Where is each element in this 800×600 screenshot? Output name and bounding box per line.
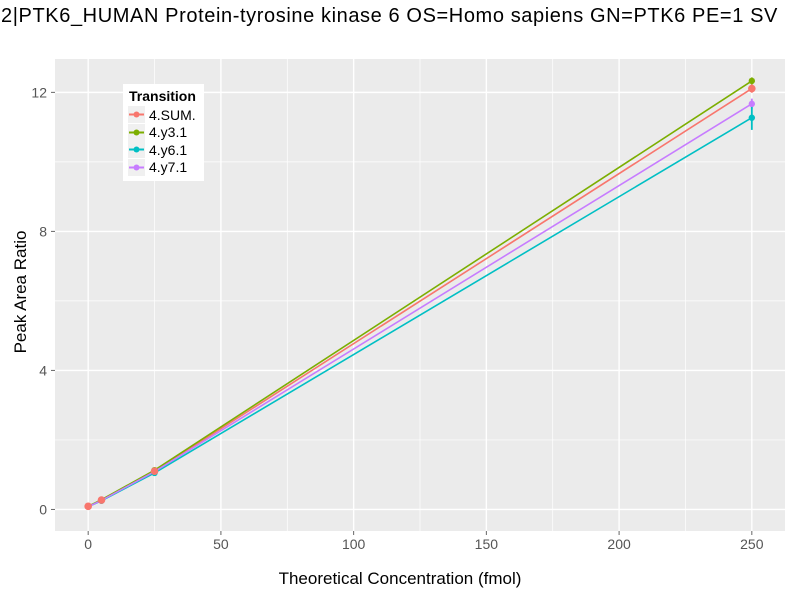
legend-key-icon: [128, 158, 145, 176]
plot-title: 2|PTK6_HUMAN Protein-tyrosine kinase 6 O…: [1, 5, 778, 27]
x-tick-label: 0: [84, 536, 92, 552]
x-tick-label: 150: [475, 536, 499, 552]
data-points: [84, 77, 756, 511]
x-tick-label: 200: [607, 536, 631, 552]
y-tick-label: 4: [39, 362, 47, 378]
legend-title: Transition: [129, 88, 196, 104]
x-tick-label: 50: [213, 536, 229, 552]
data-point: [748, 100, 756, 108]
data-point: [84, 502, 92, 511]
legend-entry-label: 4.y3.1: [149, 124, 188, 141]
legend-key-icon: [128, 141, 145, 159]
legend-entry: 4.SUM.: [128, 106, 196, 124]
series-line-4.y7.1: [87, 103, 753, 508]
legend-entry: 4.y6.1: [128, 141, 196, 159]
legend: Transition 4.SUM. 4.y3.1 4.y6.1 4.y7.1: [123, 84, 204, 181]
x-axis-label: Theoretical Concentration (fmol): [278, 569, 522, 588]
legend-entry-label: 4.SUM.: [149, 106, 196, 123]
legend-key-icon: [128, 106, 145, 124]
y-tick-label: 0: [39, 501, 47, 517]
legend-entry: 4.y7.1: [128, 158, 196, 177]
data-point: [748, 77, 756, 85]
legend-key-icon: [128, 123, 145, 141]
series-lines: [87, 80, 753, 508]
data-point: [748, 114, 756, 121]
x-tick-label: 250: [740, 536, 764, 552]
x-tick-labels: 0 50 100 150 200 250: [84, 536, 763, 552]
legend-entry-label: 4.y6.1: [149, 141, 188, 158]
legend-entry-label: 4.y7.1: [149, 159, 188, 176]
y-axis-label: Peak Area Ratio: [11, 230, 30, 354]
legend-entry: 4.y3.1: [128, 123, 196, 142]
data-point: [150, 467, 159, 476]
y-tick-label: 12: [31, 84, 47, 100]
legend-entries: 4.SUM. 4.y3.1 4.y6.1 4.y7.1: [128, 106, 196, 176]
y-tick-label: 8: [39, 223, 47, 239]
data-point: [97, 496, 106, 504]
x-tick-label: 100: [342, 536, 366, 552]
data-point: [748, 84, 756, 93]
axis-tick-marks: [51, 91, 753, 535]
y-tick-labels: 0 4 8 12: [31, 84, 47, 517]
